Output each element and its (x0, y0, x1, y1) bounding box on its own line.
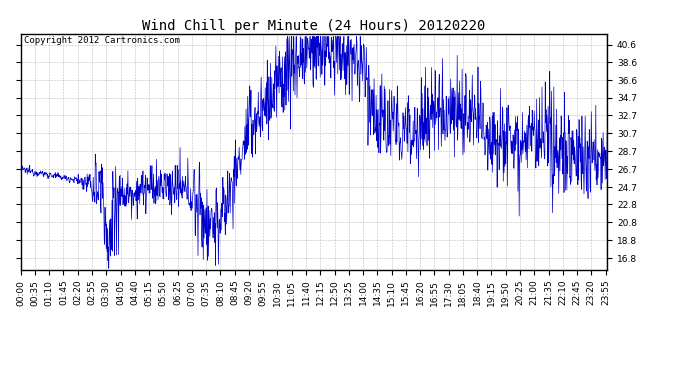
Text: Copyright 2012 Cartronics.com: Copyright 2012 Cartronics.com (23, 36, 179, 45)
Title: Wind Chill per Minute (24 Hours) 20120220: Wind Chill per Minute (24 Hours) 2012022… (142, 19, 486, 33)
